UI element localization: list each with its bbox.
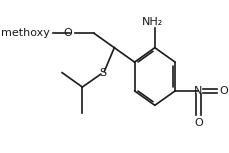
Text: O: O — [219, 86, 228, 96]
Text: S: S — [99, 68, 106, 78]
Text: methoxy: methoxy — [1, 28, 50, 38]
Text: NH₂: NH₂ — [142, 17, 164, 27]
Text: O: O — [63, 28, 72, 38]
Text: O: O — [194, 118, 203, 128]
Text: N: N — [194, 86, 203, 96]
